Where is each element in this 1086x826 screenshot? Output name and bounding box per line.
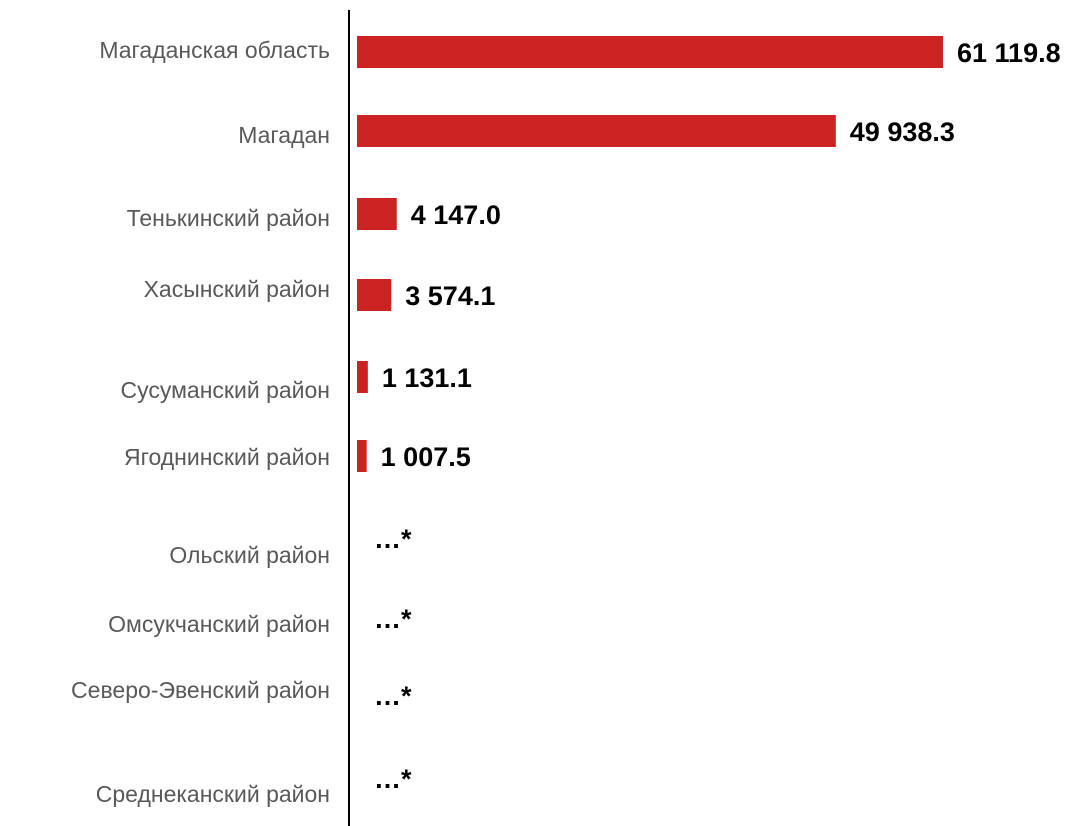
category-label: Хасынский район: [144, 276, 330, 302]
bars: [357, 36, 943, 472]
bar: [357, 115, 836, 147]
category-label: Омсукчанский район: [108, 611, 330, 637]
category-labels: Магаданская область Магадан Тенькинский ра…: [71, 37, 330, 807]
value-label: 1 007.5: [381, 442, 471, 472]
category-label: Магадан: [238, 122, 330, 148]
value-labels: 61 119.8 49 938.3 4 147.0 3 574.1 1 131.1 1 0…: [374, 38, 1061, 794]
value-label-not-available: …*: [374, 524, 412, 554]
bar: [357, 440, 367, 472]
value-label-not-available: …*: [374, 764, 412, 794]
value-label: 3 574.1: [405, 281, 495, 311]
bar: [357, 279, 392, 311]
category-label: Среднеканский район: [96, 781, 330, 807]
category-label: Сусуманский район: [121, 377, 330, 403]
value-label: 4 147.0: [411, 200, 501, 230]
bar: [357, 361, 368, 393]
category-label: Тенькинский район: [127, 205, 330, 231]
value-label-not-available: …*: [374, 604, 412, 634]
value-label: 49 938.3: [850, 117, 955, 147]
value-label: 1 131.1: [382, 363, 472, 393]
category-label: Ольский район: [169, 542, 330, 568]
value-label-not-available: …*: [374, 681, 412, 711]
value-label: 61 119.8: [957, 38, 1061, 68]
bar: [357, 36, 943, 68]
category-label: Ягоднинский район: [124, 444, 330, 470]
category-label: Северо-Эвенский район: [71, 677, 330, 703]
bar: [357, 198, 397, 230]
category-label: Магаданская область: [99, 37, 330, 63]
